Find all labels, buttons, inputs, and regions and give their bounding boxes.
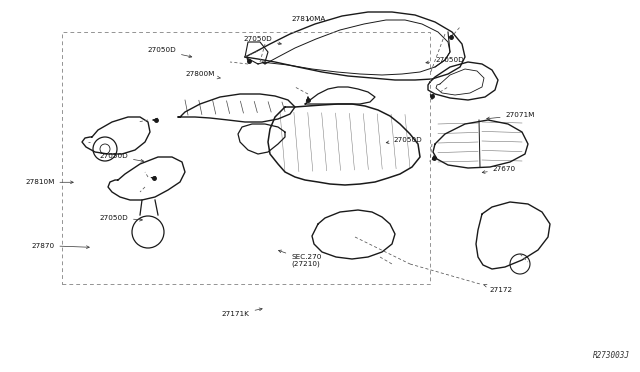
Text: 27670: 27670 [483,166,516,173]
Text: 27172: 27172 [484,284,513,293]
Text: SEC.270
(27210): SEC.270 (27210) [278,250,321,267]
Text: 27050D: 27050D [243,36,282,45]
Text: 27050D: 27050D [99,153,144,162]
Text: 27810M: 27810M [25,179,73,185]
Text: 27800M: 27800M [185,71,220,79]
Text: 27050D: 27050D [147,47,192,58]
Text: 27870: 27870 [31,243,89,248]
Text: 27050D: 27050D [99,215,142,221]
Text: 27050D: 27050D [426,57,464,64]
Text: 27171K: 27171K [221,308,262,317]
Text: 27810MA: 27810MA [291,16,326,22]
Text: 27071M: 27071M [487,112,535,120]
Text: 27050D: 27050D [386,137,422,144]
Text: R273003J: R273003J [593,351,630,360]
